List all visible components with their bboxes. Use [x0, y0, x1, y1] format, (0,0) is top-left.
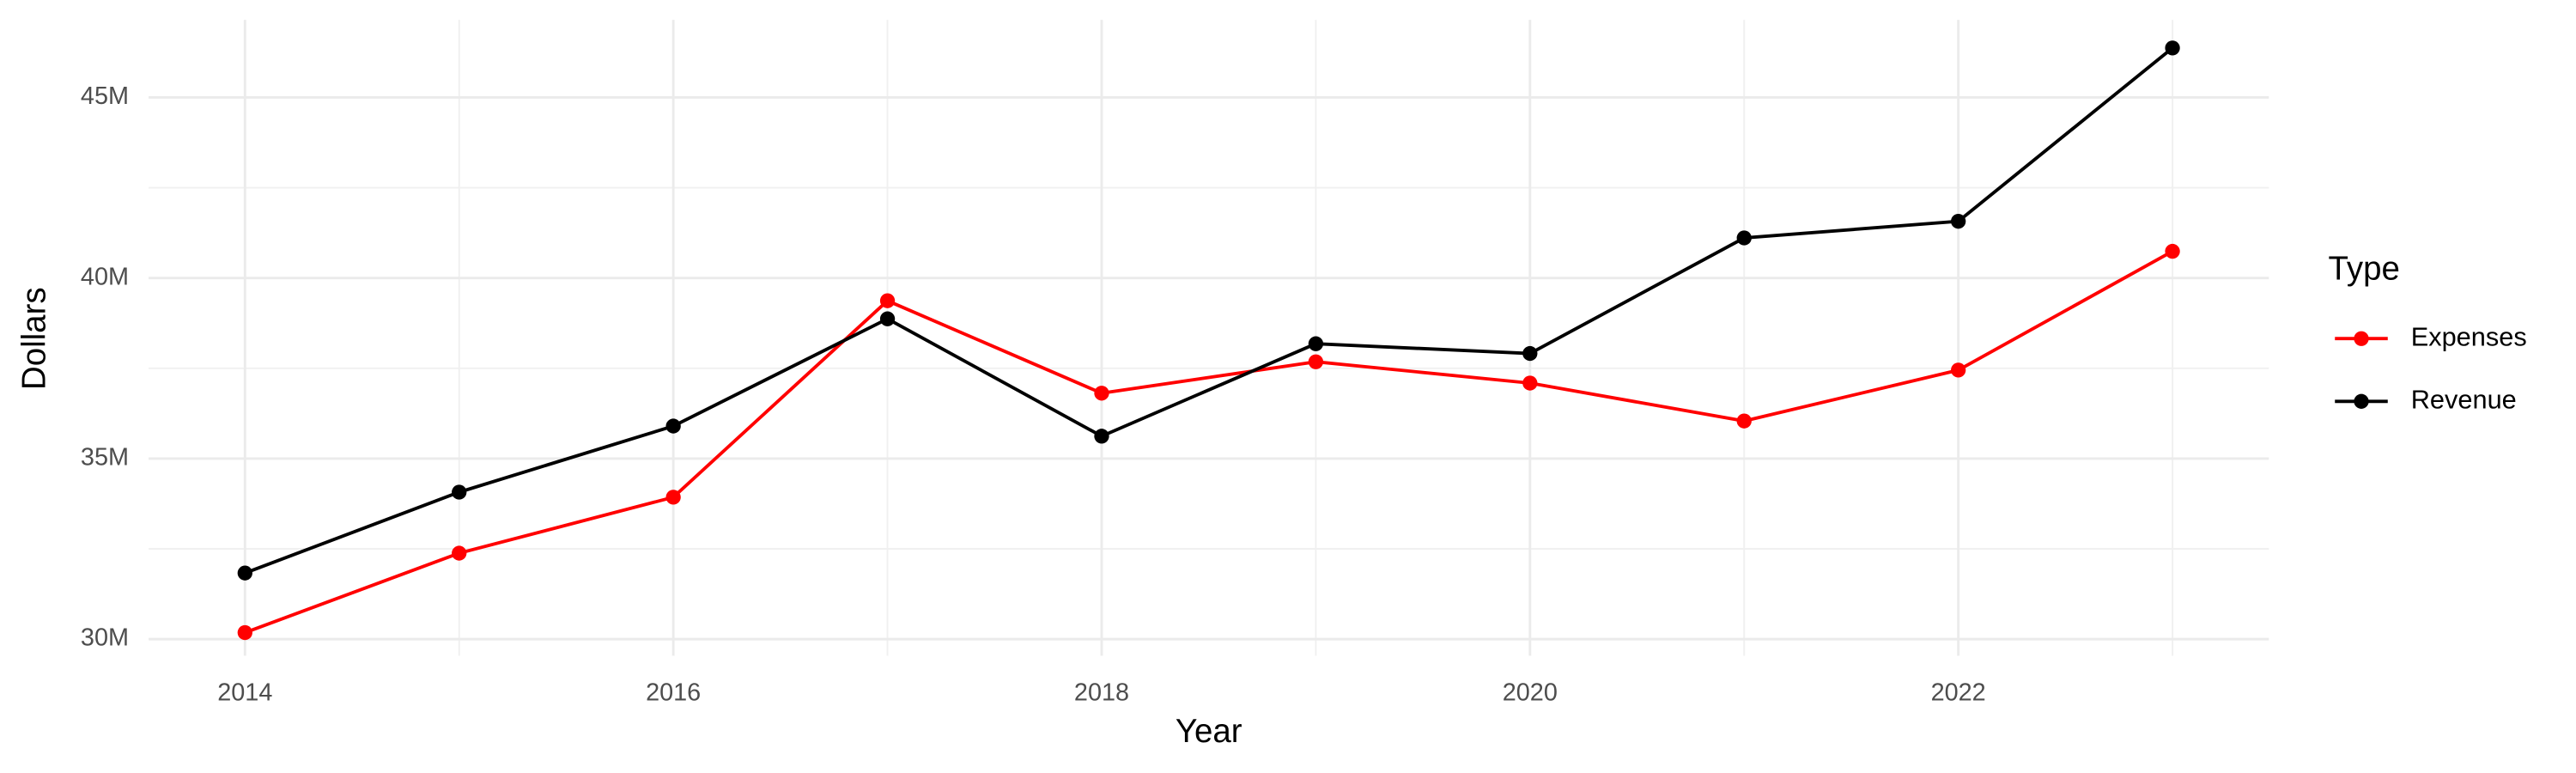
x-tick-label: 2022 [1931, 679, 1986, 706]
data-point [879, 311, 896, 326]
data-point [1094, 386, 1109, 401]
legend-label: Expenses [2411, 321, 2527, 351]
data-point [452, 545, 467, 561]
data-point [1308, 336, 1324, 351]
data-point [452, 484, 467, 500]
legend-title: Type [2329, 251, 2400, 288]
x-tick-label: 2016 [646, 679, 701, 706]
legend-key-point [2354, 331, 2369, 346]
data-point [237, 565, 252, 581]
data-point [1736, 230, 1752, 246]
data-point [1950, 362, 1966, 378]
y-axis-title: Dollars [15, 287, 52, 390]
data-point [237, 624, 252, 641]
data-point [1308, 354, 1324, 369]
data-point [879, 293, 896, 308]
legend-key-point [2354, 393, 2369, 409]
legend-label: Revenue [2411, 384, 2517, 414]
data-point [2165, 243, 2180, 259]
x-axis-title: Year [1176, 713, 1242, 750]
data-point [1522, 375, 1538, 391]
x-tick-label: 2014 [217, 679, 272, 706]
y-tick-label: 30M [81, 624, 129, 652]
data-point [1522, 345, 1538, 362]
data-point [665, 490, 681, 505]
y-tick-label: 45M [81, 82, 129, 110]
series-line [244, 46, 2174, 575]
x-tick-label: 2020 [1503, 679, 1558, 706]
y-tick-label: 40M [81, 263, 129, 290]
x-tick-label: 2018 [1074, 679, 1129, 706]
data-point [1094, 429, 1109, 444]
data-point [665, 418, 681, 434]
series-line [244, 249, 2174, 635]
data-point [2165, 40, 2180, 56]
data-point [1736, 413, 1752, 429]
data-point [1950, 214, 1966, 229]
y-tick-label: 35M [81, 444, 129, 472]
